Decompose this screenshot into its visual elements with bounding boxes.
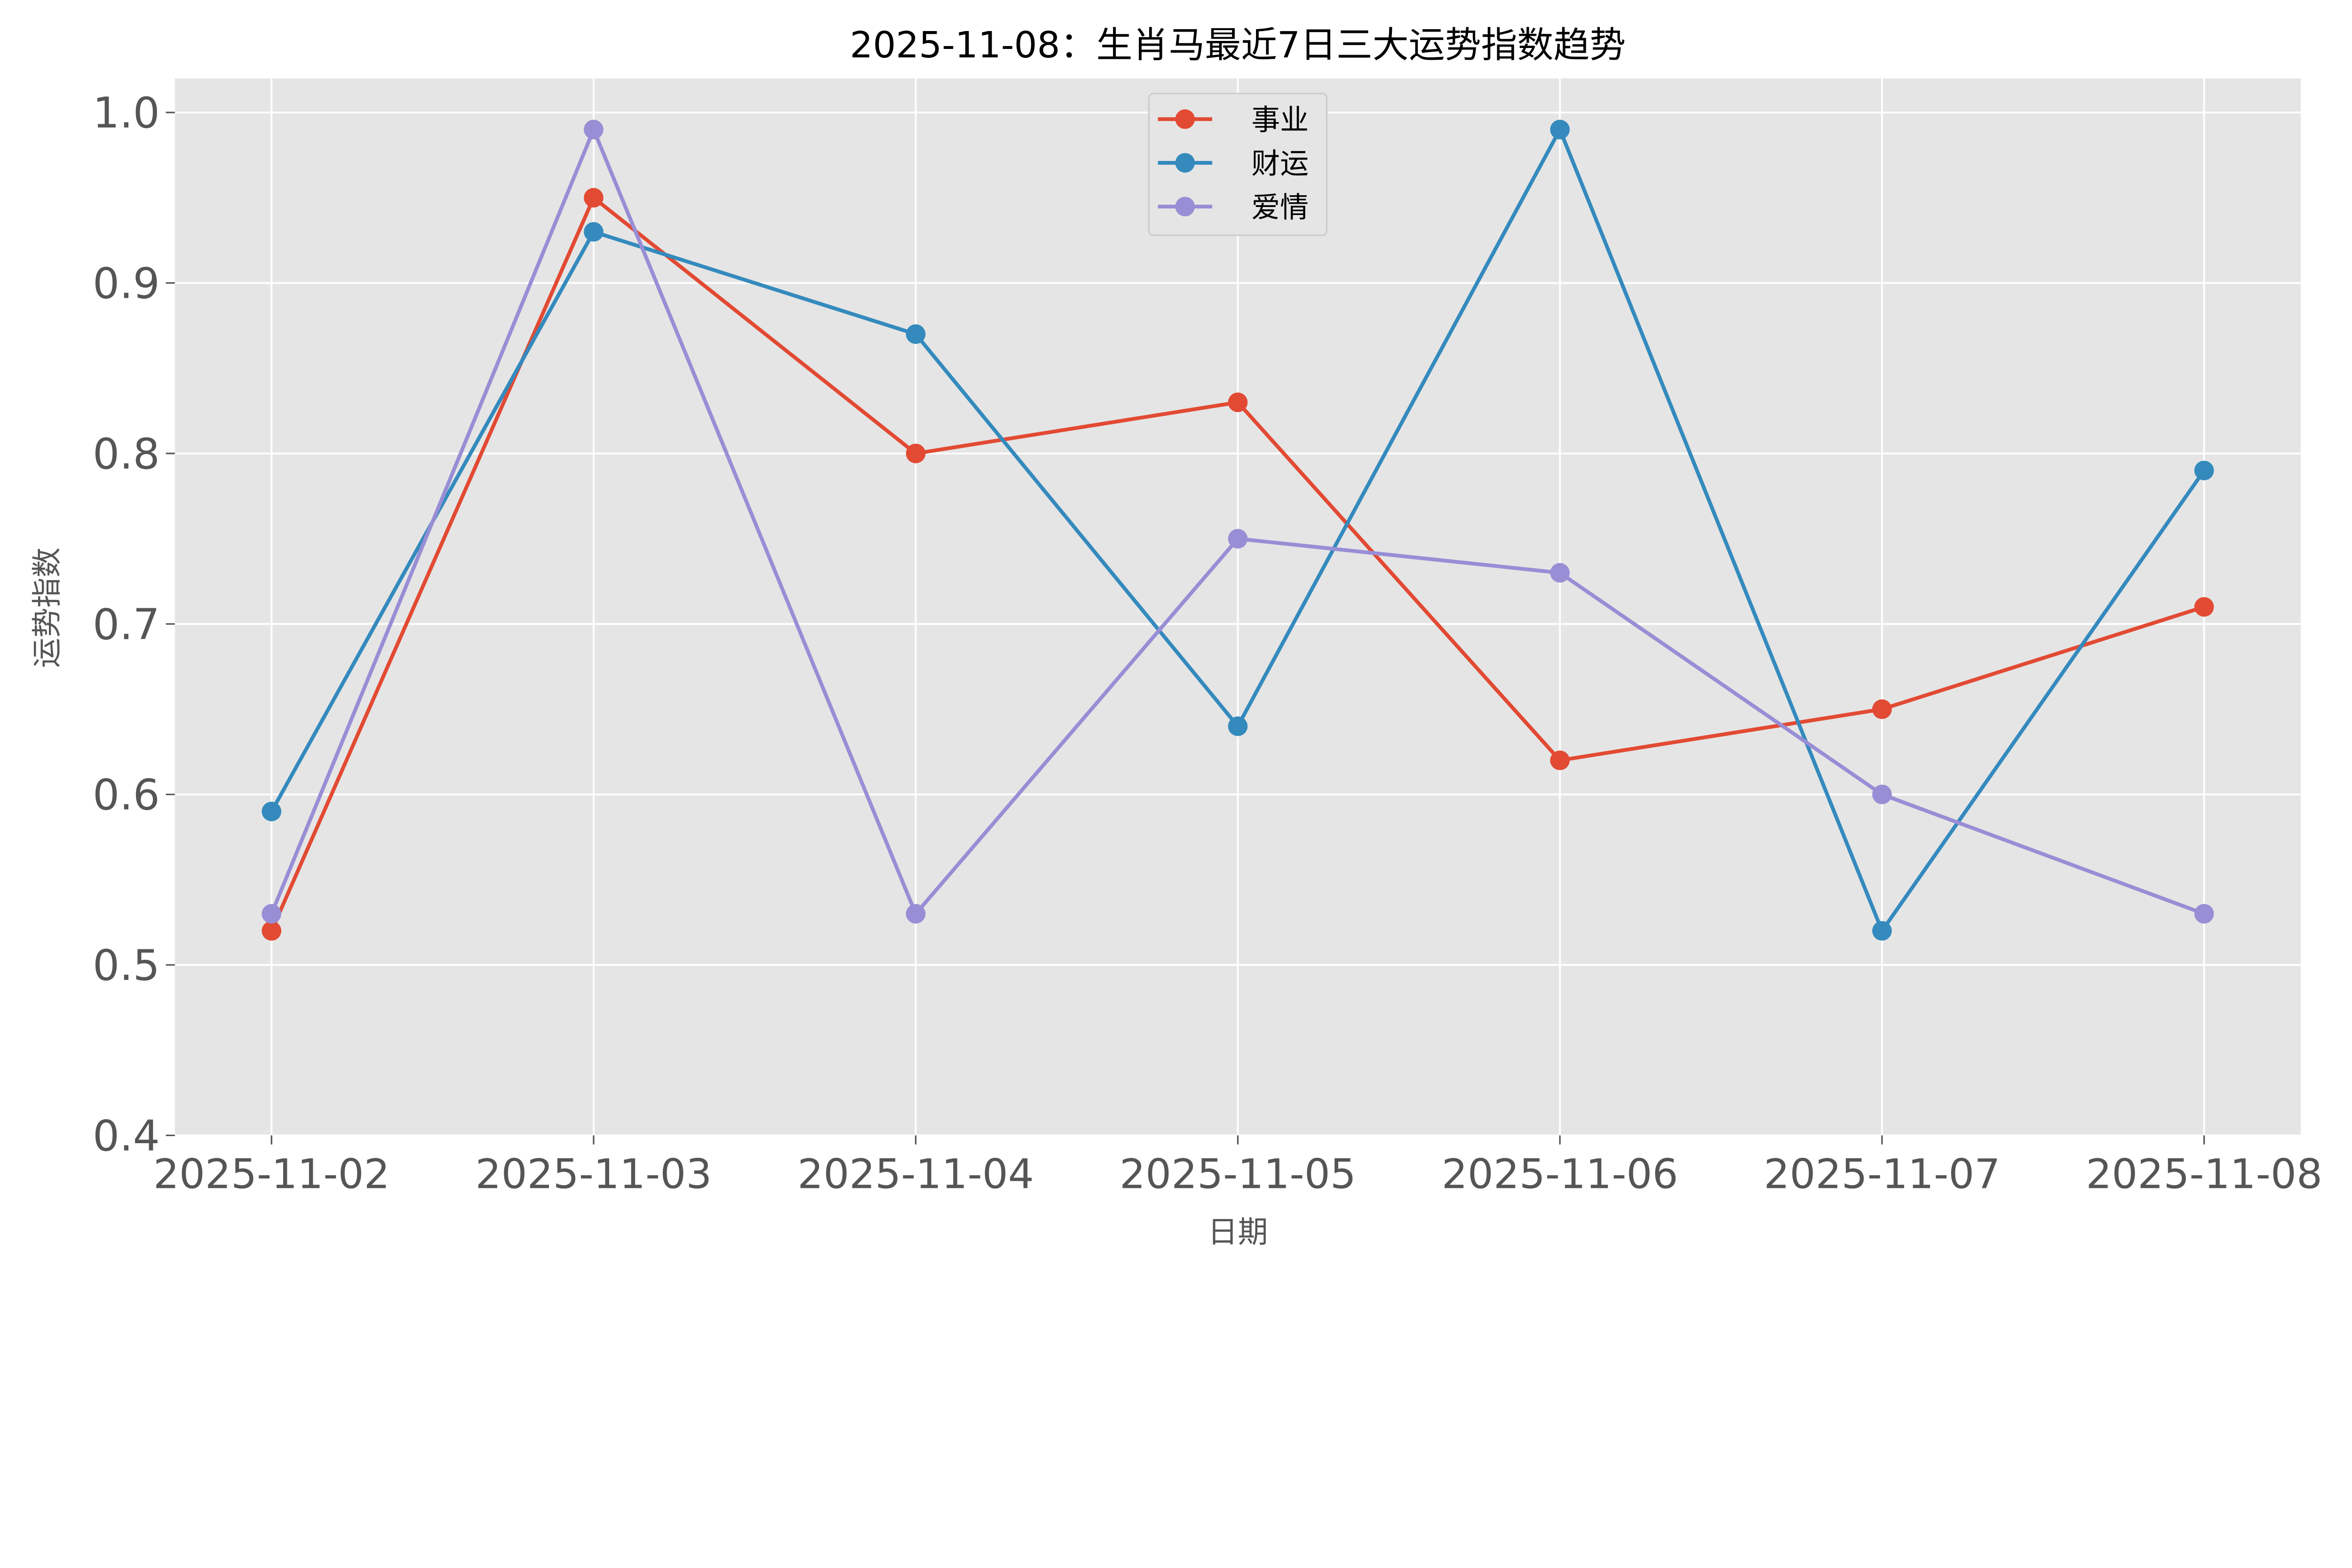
data-point xyxy=(1228,716,1248,736)
data-point xyxy=(1550,119,1570,140)
data-point xyxy=(2194,461,2214,480)
y-tick-label: 0.4 xyxy=(93,1112,160,1161)
data-point xyxy=(906,324,926,344)
data-point xyxy=(1228,529,1248,549)
data-point xyxy=(584,119,604,140)
data-point xyxy=(584,188,604,208)
data-point xyxy=(906,904,926,924)
legend-marker xyxy=(1175,109,1195,129)
data-point xyxy=(262,904,282,924)
data-point xyxy=(1872,921,1892,941)
x-tick-label: 2025-11-03 xyxy=(476,1151,712,1198)
line-chart: 0.40.50.60.70.80.91.0 2025-11-02 2025-11-… xyxy=(30,24,2322,1250)
y-tick-label: 0.7 xyxy=(93,600,160,649)
legend-label: 财运 xyxy=(1251,147,1309,181)
grid xyxy=(175,78,2301,1137)
data-point xyxy=(262,802,282,821)
data-point xyxy=(2194,597,2214,617)
x-tick-label: 2025-11-04 xyxy=(797,1151,1034,1198)
y-tick-label: 1.0 xyxy=(93,89,160,138)
x-axis: 2025-11-02 2025-11-03 2025-11-04 2025-11-05… xyxy=(153,1135,2322,1198)
x-tick-label: 2025-11-06 xyxy=(1442,1151,1678,1198)
y-axis: 0.4 0.5 0.6 0.7 0.8 0.9 1.0 xyxy=(93,89,175,1161)
x-axis-label: 日期 xyxy=(1208,1215,1268,1250)
series-group xyxy=(262,119,2214,941)
data-point xyxy=(1550,750,1570,771)
legend-marker xyxy=(1175,153,1195,173)
y-tick-label: 0.6 xyxy=(93,771,160,820)
data-point xyxy=(2194,904,2214,924)
legend-label: 事业 xyxy=(1251,103,1309,137)
chart-title: 2025-11-08：生肖马最近7日三大运势指数趋势 xyxy=(850,24,1626,66)
x-tick-label: 2025-11-08 xyxy=(2086,1151,2322,1198)
y-tick-label: 0.9 xyxy=(93,260,160,309)
y-tick-label: 0.5 xyxy=(93,941,160,990)
legend-marker xyxy=(1175,197,1195,216)
x-tick-label: 2025-11-05 xyxy=(1120,1151,1356,1198)
x-tick-label: 2025-11-02 xyxy=(153,1151,390,1198)
data-point xyxy=(1872,784,1892,804)
data-point xyxy=(262,921,282,941)
legend-box xyxy=(1148,93,1328,236)
y-tick-label: 0.8 xyxy=(93,430,160,479)
data-point xyxy=(1228,392,1248,413)
data-point xyxy=(906,444,926,463)
legend-label: 爱情 xyxy=(1251,191,1309,224)
data-point xyxy=(584,222,604,242)
x-tick-label: 2025-11-07 xyxy=(1764,1151,2000,1198)
data-point xyxy=(1872,699,1892,719)
data-point xyxy=(1550,563,1570,583)
y-axis-label: 运势指数 xyxy=(30,547,65,668)
